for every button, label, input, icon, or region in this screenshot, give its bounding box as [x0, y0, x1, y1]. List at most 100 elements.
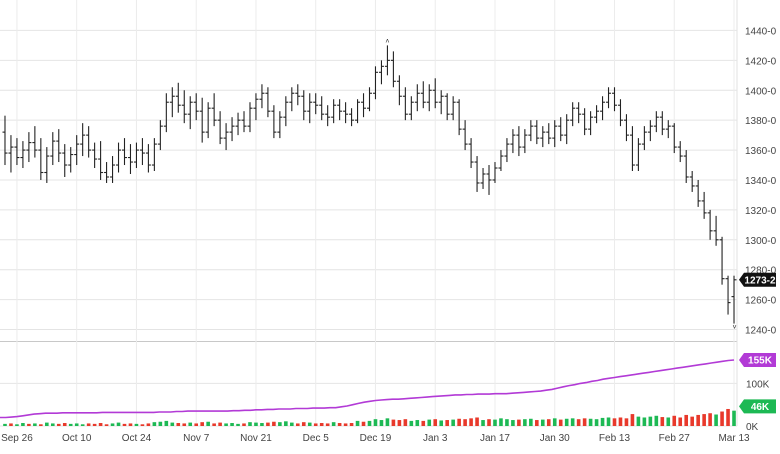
volume-bar	[242, 423, 246, 426]
volume-bar	[564, 418, 569, 426]
ohlc-bar	[378, 60, 384, 85]
volume-bar	[379, 420, 384, 426]
ohlc-bar	[641, 126, 647, 151]
price-tick-label: 1240-0	[745, 326, 777, 337]
volume-bar	[720, 411, 724, 426]
ohlc-bar	[671, 123, 677, 154]
volume-bar	[33, 423, 37, 426]
volume-bar	[218, 422, 222, 426]
volume-bar	[427, 419, 432, 426]
volume-bar	[570, 418, 575, 426]
date-tick-label: Jan 30	[540, 433, 570, 444]
volume-bar	[307, 422, 312, 426]
ohlc-bar	[546, 123, 552, 145]
volume-bar	[421, 420, 426, 426]
volume-bar	[415, 420, 420, 426]
volume-bar	[373, 419, 378, 426]
volume-bar	[56, 423, 61, 426]
price-tick-label: 1260-0	[745, 296, 777, 307]
volume-bar	[68, 423, 73, 426]
ohlc-bar	[283, 96, 289, 127]
volume-bar	[660, 417, 665, 426]
volume-bar	[260, 423, 264, 426]
volume-bar	[618, 417, 623, 426]
volume-bar	[582, 418, 587, 426]
volume-bar	[248, 422, 252, 426]
price-tick-label: 1420-0	[745, 56, 777, 67]
date-tick-label: Dec 19	[360, 433, 392, 444]
ohlc-bar	[271, 105, 277, 139]
ohlc-bar	[468, 138, 474, 169]
ohlc-bar	[247, 102, 253, 133]
ohlc-bar	[474, 156, 480, 192]
volume-bar	[648, 416, 653, 426]
ohlc-bar	[600, 96, 606, 121]
volume-bar	[624, 418, 629, 426]
volume-badge: 46K	[739, 399, 776, 414]
volume-bar	[236, 423, 240, 426]
ohlc-bar	[199, 97, 205, 143]
volume-bar	[92, 423, 97, 426]
volume-bar	[654, 415, 659, 426]
value-badges: 1273-2 155K 46K	[739, 272, 776, 414]
open-interest-badge-text: 155K	[748, 356, 773, 367]
ohlc-bar	[540, 126, 546, 148]
ohlc-bar	[617, 99, 623, 127]
ohlc-bar	[450, 96, 456, 121]
volume-bar	[212, 423, 216, 426]
volume-bar	[612, 418, 617, 426]
ohlc-bar	[295, 84, 301, 106]
volume-bar	[391, 419, 396, 426]
ohlc-bar	[665, 120, 671, 139]
ohlc-bar	[432, 78, 438, 109]
ohlc-bar	[701, 191, 707, 219]
volume-bar	[86, 423, 91, 426]
ohlc-bar	[301, 90, 307, 121]
volume-axis: 0K 100K	[746, 379, 770, 433]
volume-tick-label: 100K	[746, 379, 770, 390]
volume-bar	[678, 417, 683, 426]
volume-bar	[726, 408, 730, 426]
ohlc-bar	[635, 138, 641, 172]
volume-bar	[439, 420, 444, 426]
ohlc-bar	[367, 87, 372, 112]
ohlc-bar	[570, 102, 576, 127]
ohlc-bar	[659, 111, 665, 136]
ohlc-bar	[133, 142, 139, 169]
ohlc-bar	[44, 147, 50, 183]
volume-bar	[355, 420, 360, 426]
ohlc-bar	[522, 129, 528, 154]
volume-bar	[493, 419, 497, 426]
price-tick-label: 1280-0	[745, 266, 777, 277]
volume-bar	[690, 416, 694, 426]
volume-bar	[176, 423, 181, 426]
volume-bar	[27, 423, 31, 426]
volume-bar	[116, 422, 121, 426]
ohlc-bar	[193, 93, 199, 121]
ohlc-bar	[50, 132, 56, 166]
volume-bar	[158, 421, 163, 426]
ohlc-bar	[408, 96, 414, 121]
grid-lines	[0, 0, 738, 427]
ohlc-bar	[396, 75, 402, 106]
price-tick-label: 1360-0	[745, 146, 777, 157]
volume-bar	[499, 418, 503, 426]
ohlc-bar	[139, 138, 145, 166]
ohlc-bar	[552, 120, 558, 148]
ohlc-bar	[420, 81, 426, 109]
ohlc-bar	[122, 138, 127, 166]
ohlc-bar	[588, 111, 594, 136]
ohlc-bar	[564, 114, 570, 145]
volume-bar	[445, 420, 449, 426]
low-marker-icon: ˅	[732, 325, 736, 332]
volume-bar	[325, 423, 330, 426]
date-tick-label: Nov 7	[183, 433, 210, 444]
ohlc-bar	[582, 108, 588, 136]
volume-bar	[606, 417, 611, 426]
volume-bar	[45, 422, 49, 426]
ohlc-bar	[510, 129, 516, 154]
ohlc-bar	[653, 111, 659, 133]
ohlc-bar	[707, 209, 713, 240]
